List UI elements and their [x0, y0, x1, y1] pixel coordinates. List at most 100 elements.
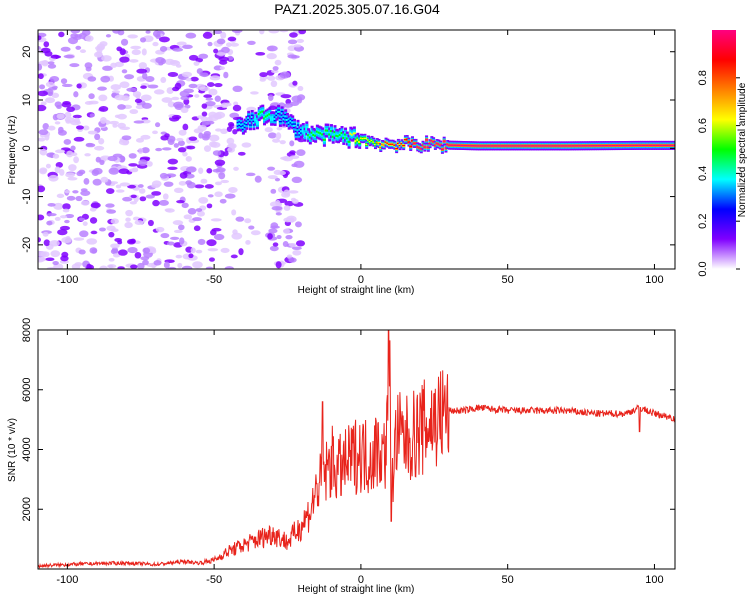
track-core	[375, 141, 379, 144]
noise-speckle	[297, 85, 304, 92]
track-core	[488, 145, 492, 147]
noise-speckle	[287, 39, 298, 45]
track-core	[518, 145, 522, 147]
x-tick-label: 100	[645, 274, 663, 286]
noise-speckle	[127, 34, 139, 39]
track-core	[548, 145, 552, 147]
noise-speckle	[279, 71, 291, 79]
noise-speckle	[161, 97, 173, 103]
noise-speckle	[173, 143, 179, 148]
noise-speckle	[78, 249, 86, 255]
noise-speckle	[292, 199, 299, 204]
noise-speckle	[52, 153, 60, 159]
track-core	[446, 143, 450, 146]
noise-speckle	[115, 189, 125, 193]
noise-speckle	[171, 96, 180, 101]
noise-speckle	[136, 68, 148, 74]
track-core	[541, 145, 545, 147]
noise-speckle	[116, 113, 127, 120]
noise-speckle	[49, 75, 60, 83]
noise-speckle	[63, 54, 75, 59]
noise-speckle	[190, 76, 199, 82]
track-core	[523, 145, 527, 147]
noise-speckle	[270, 225, 280, 229]
track-core	[525, 145, 529, 147]
noise-speckle	[233, 166, 239, 171]
track-core	[580, 145, 584, 147]
noise-speckle	[140, 94, 152, 101]
track-core	[361, 137, 365, 140]
noise-speckle	[107, 155, 118, 162]
noise-speckle	[231, 209, 237, 216]
track-core	[588, 145, 592, 147]
noise-speckle	[289, 242, 297, 247]
track-core	[317, 131, 321, 134]
track-core	[631, 144, 635, 147]
track-core	[368, 141, 372, 143]
track-core	[289, 120, 293, 123]
noise-speckle	[60, 78, 68, 85]
noise-speckle	[228, 186, 238, 194]
track-core	[301, 128, 305, 132]
noise-speckle	[111, 246, 118, 254]
noise-speckle	[188, 136, 198, 141]
noise-speckle	[142, 247, 151, 254]
noise-speckle	[65, 119, 72, 124]
noise-speckle	[205, 266, 214, 269]
noise-speckle	[75, 195, 83, 202]
noise-speckle	[188, 54, 199, 61]
y-tick-label: 2000	[21, 497, 33, 521]
track-core	[606, 144, 610, 147]
noise-speckle	[179, 237, 185, 245]
noise-speckle	[283, 228, 291, 234]
noise-speckle	[50, 250, 61, 258]
track-core	[462, 144, 466, 147]
noise-speckle	[141, 102, 152, 109]
noise-speckle	[216, 38, 226, 45]
track-core	[356, 138, 360, 141]
track-core	[236, 123, 240, 126]
track-core	[277, 110, 281, 113]
noise-speckle	[267, 233, 273, 240]
noise-speckle	[185, 156, 192, 162]
noise-speckle	[75, 45, 82, 50]
noise-speckle	[90, 230, 98, 235]
noise-speckle	[214, 159, 226, 166]
snr-background	[38, 330, 675, 569]
noise-speckle	[282, 240, 289, 247]
noise-speckle	[46, 212, 57, 217]
noise-speckle	[292, 80, 298, 86]
track-core	[615, 144, 619, 147]
track-core	[573, 145, 577, 147]
noise-speckle	[147, 84, 159, 89]
noise-speckle	[207, 82, 215, 87]
noise-speckle	[247, 40, 256, 46]
track-core	[595, 145, 599, 147]
track-core	[328, 133, 332, 136]
track-core	[532, 145, 536, 147]
noise-speckle	[289, 155, 300, 160]
noise-speckle	[118, 249, 128, 256]
noise-speckle	[172, 86, 180, 92]
noise-speckle	[125, 217, 131, 222]
track-core	[247, 116, 251, 119]
noise-speckle	[229, 112, 240, 119]
track-core	[601, 144, 605, 147]
noise-speckle	[146, 161, 153, 167]
track-core	[395, 147, 399, 150]
noise-speckle	[223, 71, 229, 79]
noise-speckle	[138, 147, 144, 154]
track-core	[377, 142, 381, 145]
noise-speckle	[208, 134, 220, 142]
noise-speckle	[108, 258, 115, 262]
noise-speckle	[230, 42, 240, 47]
noise-speckle	[51, 92, 60, 99]
noise-speckle	[92, 178, 102, 186]
noise-speckle	[218, 56, 230, 62]
track-core	[553, 145, 557, 147]
track-core	[453, 144, 457, 146]
noise-speckle	[76, 83, 82, 89]
noise-speckle	[99, 265, 109, 269]
noise-speckle	[139, 196, 147, 202]
noise-speckle	[64, 219, 70, 224]
